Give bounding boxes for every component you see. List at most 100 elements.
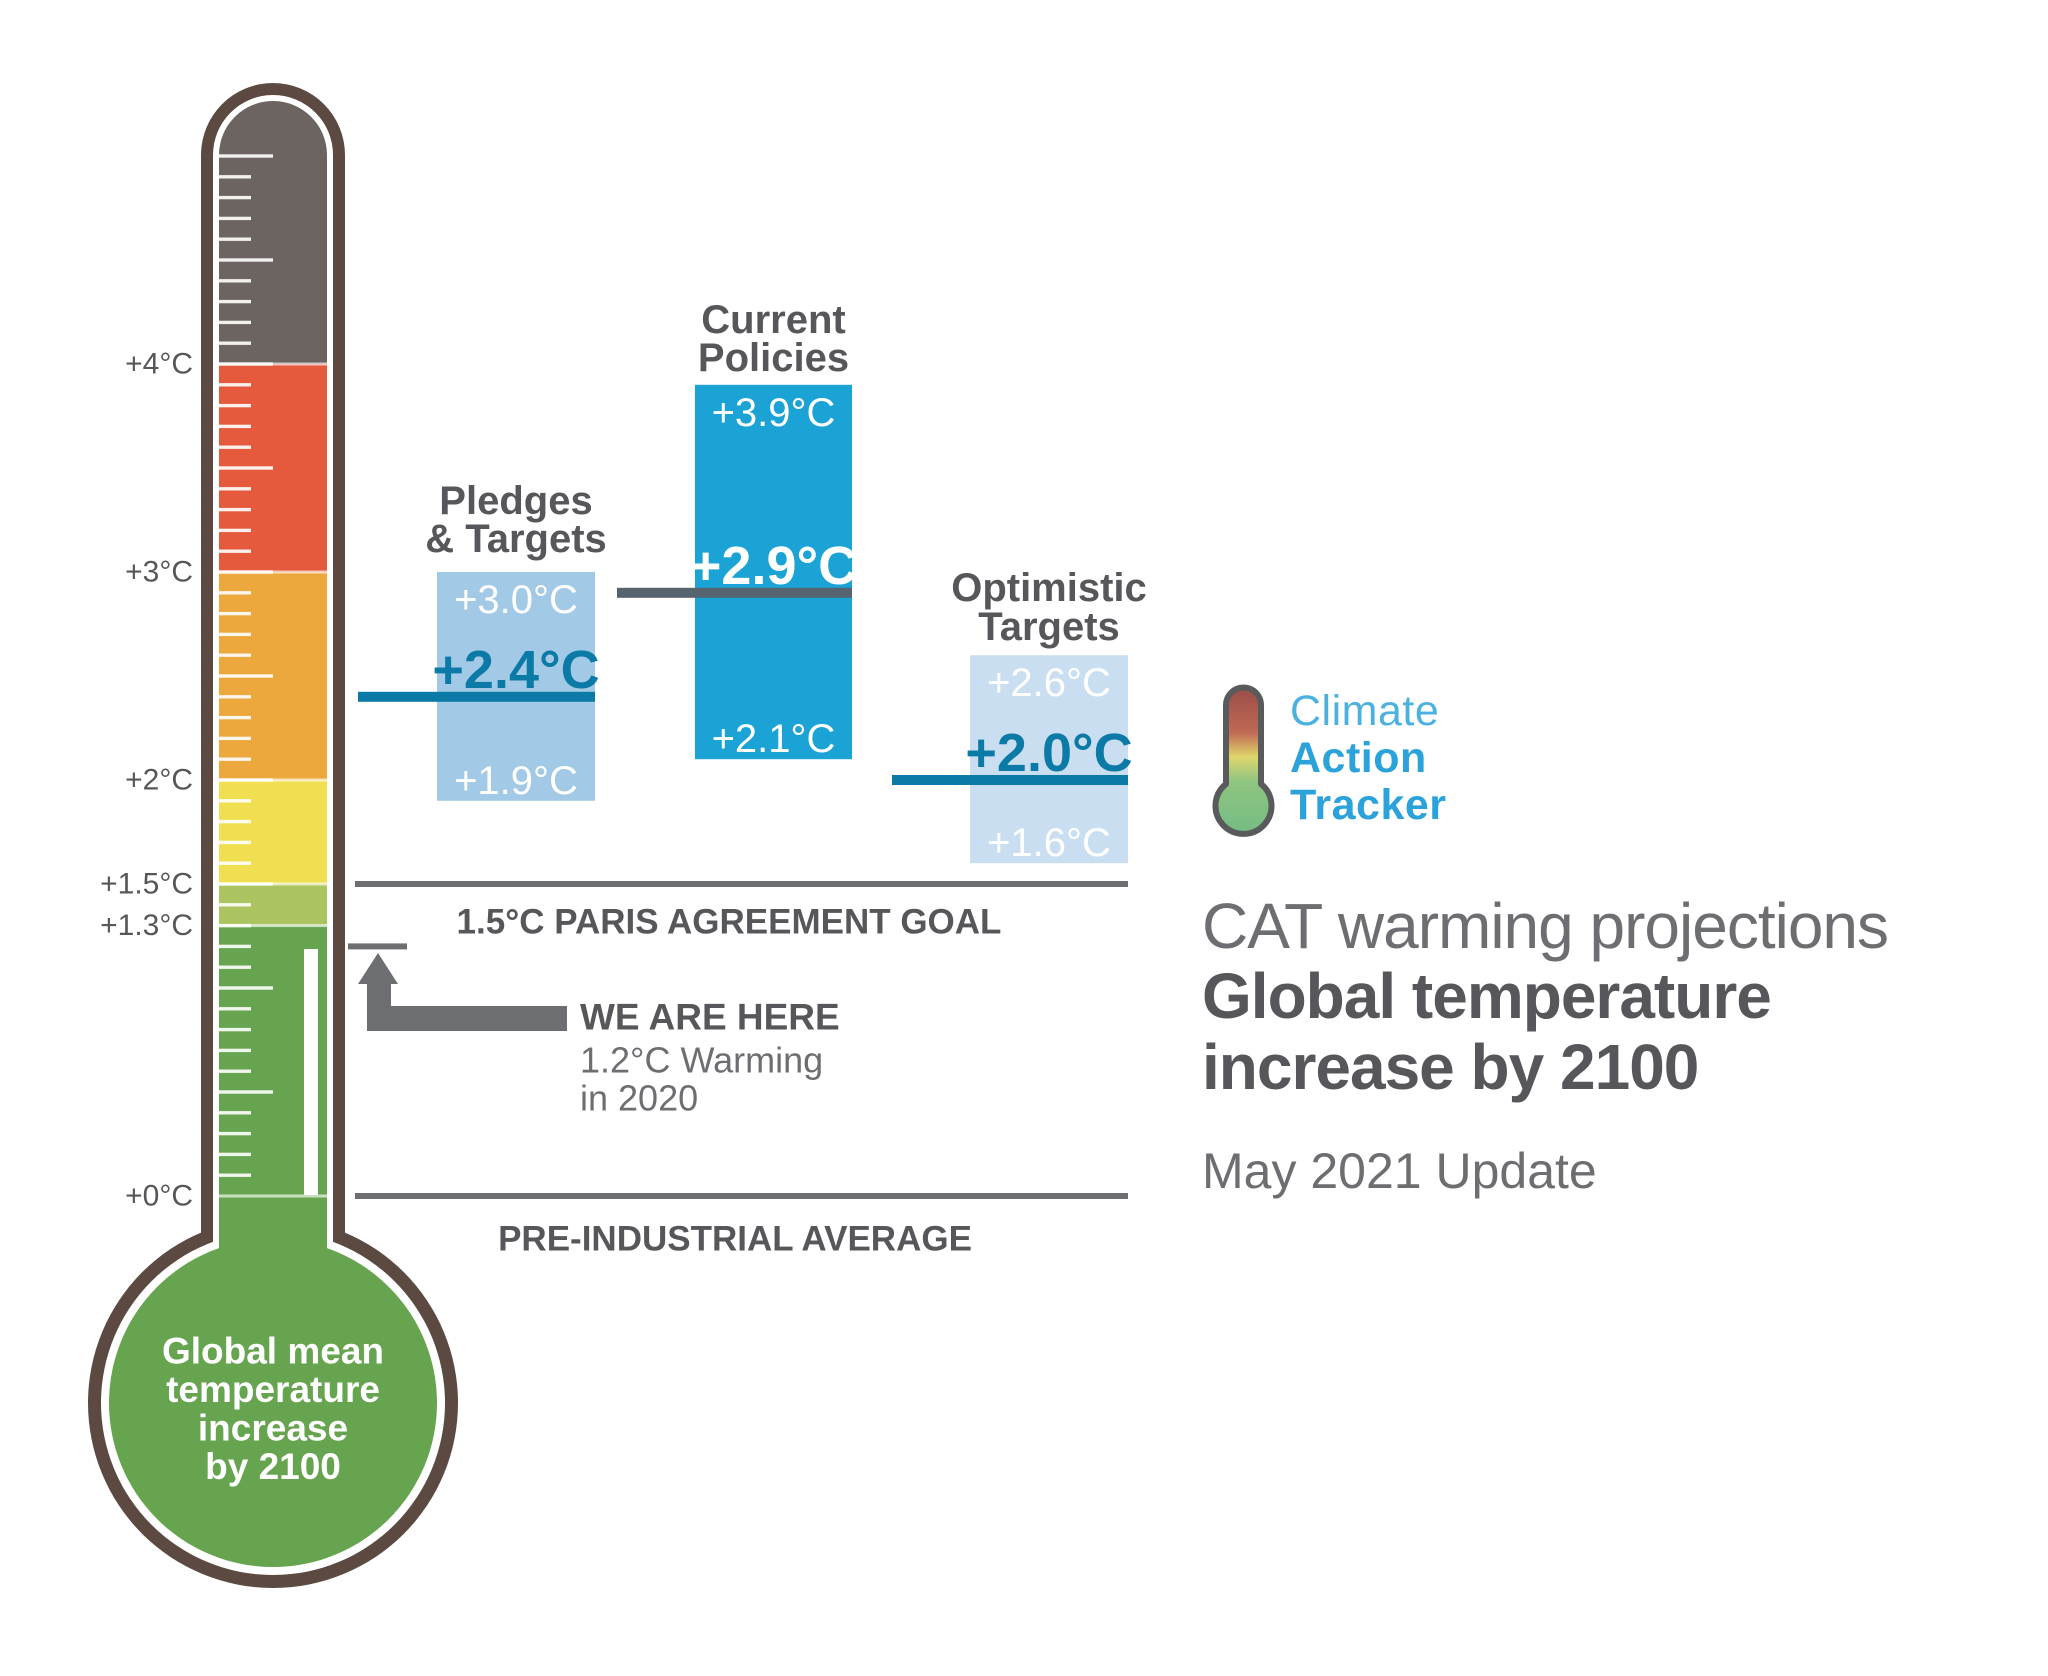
scale-tick — [219, 299, 251, 304]
scale-tick — [219, 736, 251, 741]
scenario-name-pledges-targets: Pledges — [439, 479, 592, 523]
scale-tick — [219, 383, 251, 387]
scenario-name-pledges-targets: & Targets — [425, 517, 607, 561]
scale-tick — [219, 320, 251, 325]
scenario-name-optimistic-targets: Targets — [978, 605, 1120, 649]
scale-tick — [219, 632, 251, 637]
bulb-label-line: Global mean — [162, 1331, 384, 1372]
scale-tick — [219, 1111, 251, 1115]
scenario-pledges-targets: Pledges& Targets +3.0°C +2.4°C +1.9°C — [358, 479, 607, 803]
cat-logo-wordmark: Climate Action Tracker — [1290, 688, 1447, 829]
scale-tick — [219, 695, 251, 699]
logo-word-climate: Climate — [1290, 687, 1440, 735]
scale-tick — [219, 882, 273, 886]
scenario-low-label-pledges-targets: +1.9°C — [454, 759, 578, 803]
scale-tick — [219, 1069, 251, 1073]
logo-word-action: Action — [1290, 734, 1427, 782]
scale-tick — [219, 1131, 251, 1136]
scenario-name-current-policies: Current — [701, 298, 845, 342]
scale-tick — [219, 403, 251, 408]
scenario-central-line-current-policies — [617, 587, 852, 598]
chart-title-line1: Global temperature — [1202, 960, 1772, 1032]
scale-tick — [219, 923, 251, 928]
bulb-label-line: increase — [198, 1408, 348, 1449]
scale-tick — [219, 674, 273, 678]
we-are-here-label: WE ARE HERE — [580, 997, 840, 1038]
we-are-here-arrow — [358, 953, 567, 1031]
axis-label-+0°C: +0°C — [125, 1180, 193, 1213]
scale-tick — [219, 591, 251, 595]
scale-tick — [219, 1048, 251, 1053]
scenario-name-optimistic-targets: Optimistic — [951, 566, 1147, 610]
logo-thermometer-icon — [1212, 684, 1275, 837]
scale-tick — [219, 757, 251, 761]
update-date: May 2021 Update — [1202, 1143, 1597, 1199]
segment-boundary-line — [219, 924, 327, 928]
axis-label-+3°C: +3°C — [125, 556, 193, 589]
reference-line-paris-goal — [355, 881, 1128, 887]
axis-label-+2°C: +2°C — [125, 764, 193, 797]
scenario-central-line-pledges-targets — [358, 691, 595, 702]
scale-tick — [219, 1007, 251, 1011]
we-are-here-detail: in 2020 — [580, 1078, 698, 1119]
scale-tick — [219, 840, 251, 845]
scale-tick — [219, 424, 251, 429]
scale-tick — [219, 611, 251, 616]
scale-tick — [219, 341, 251, 345]
bulb-label-line: by 2100 — [205, 1446, 341, 1487]
scale-tick — [219, 487, 251, 491]
scale-tick — [219, 237, 251, 241]
scale-tick — [219, 965, 251, 969]
bulb-label-line: temperature — [166, 1369, 380, 1410]
scale-tick — [219, 570, 273, 574]
scale-tick — [219, 507, 251, 512]
scale-tick — [219, 903, 251, 907]
scale-tick — [219, 778, 273, 782]
scale-tick — [219, 1090, 273, 1094]
scenario-high-label-current-policies: +3.9°C — [712, 391, 836, 435]
segment-boundary-line — [219, 1194, 327, 1198]
scale-tick — [219, 861, 251, 865]
scale-tick — [219, 1173, 251, 1177]
scenario-name-current-policies: Policies — [698, 336, 849, 380]
we-are-here-detail: 1.2°C Warming — [580, 1040, 823, 1081]
scale-tick — [219, 1027, 251, 1032]
reference-label-paris-goal: 1.5°C PARIS AGREEMENT GOAL — [457, 903, 1002, 942]
reference-line-pre-industrial — [355, 1193, 1128, 1199]
scenario-central-label-pledges-targets: +2.4°C — [432, 640, 599, 700]
scale-tick — [219, 986, 273, 990]
scale-tick — [219, 175, 251, 179]
logo-word-tracker: Tracker — [1290, 781, 1447, 829]
glass-highlight — [304, 949, 318, 1195]
scale-tick — [219, 799, 251, 803]
scale-tick — [219, 528, 251, 533]
scale-tick — [219, 195, 251, 200]
scale-tick — [219, 944, 251, 949]
scenario-box-pledges-targets — [437, 572, 595, 801]
scenario-central-label-current-policies: +2.9°C — [690, 536, 857, 596]
reference-lines: 1.5°C PARIS AGREEMENT GOAL PRE-INDUSTRIAL… — [355, 881, 1128, 1259]
scenario-low-label-optimistic-targets: +1.6°C — [987, 821, 1111, 865]
scenario-central-line-optimistic-targets — [892, 775, 1128, 785]
scenario-low-label-current-policies: +2.1°C — [712, 717, 836, 761]
axis-labels: +4°C +3°C +2°C +1.5°C +1.3°C +0°C — [100, 348, 193, 1213]
segment-1.5c-to-2c — [219, 780, 327, 884]
scale-tick — [219, 653, 251, 657]
scale-tick — [219, 549, 251, 553]
axis-label-+1.3°C: +1.3°C — [100, 909, 193, 942]
scenario-high-label-pledges-targets: +3.0°C — [454, 578, 578, 622]
scale-tick — [219, 279, 251, 283]
axis-label-+1.5°C: +1.5°C — [100, 868, 193, 901]
title-block: CAT warming projections Global temperatu… — [1202, 890, 1889, 1201]
current-level-line — [348, 943, 407, 950]
scale-tick — [219, 258, 273, 262]
scale-tick — [219, 216, 251, 221]
scale-tick — [219, 466, 273, 470]
scale-tick — [219, 819, 251, 824]
chart-kicker: CAT warming projections — [1202, 890, 1889, 962]
chart-title-line2: increase by 2100 — [1202, 1031, 1699, 1103]
